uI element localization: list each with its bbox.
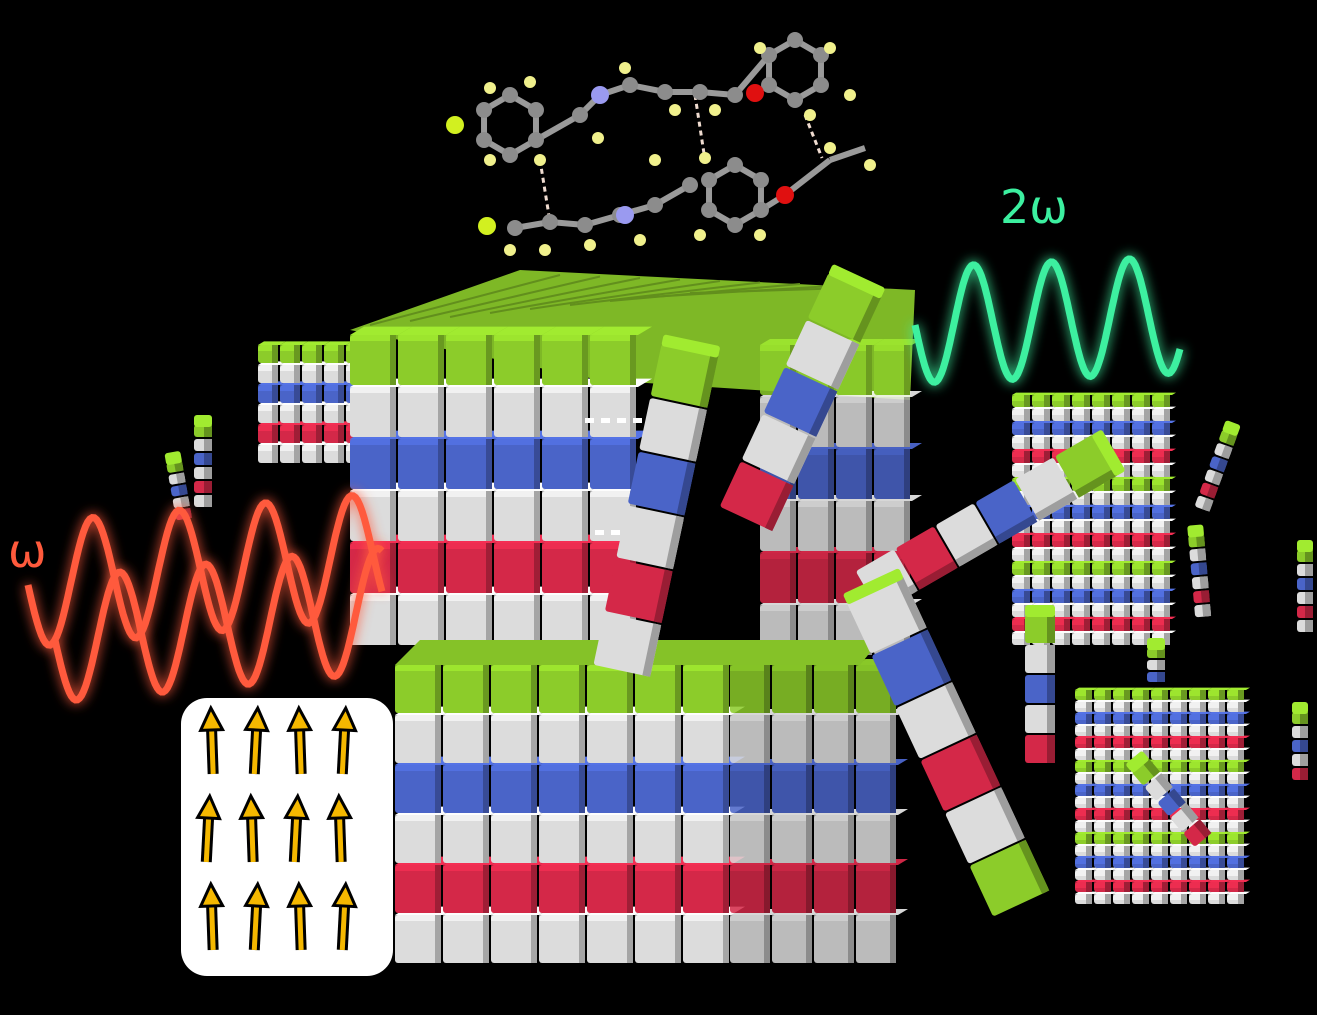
molecular-dimer-structure — [446, 32, 876, 256]
fundamental-wave-secondary — [51, 544, 385, 704]
detached-stacked-columns — [164, 264, 1313, 916]
second-harmonic-wave — [911, 255, 1184, 386]
distant-crystal-fragments — [1012, 392, 1250, 904]
layered-crystal-block — [258, 270, 922, 963]
fundamental-wave — [24, 492, 386, 649]
second-harmonic-label: 2ω — [1000, 180, 1068, 234]
fundamental-frequency-label: ω — [8, 524, 47, 578]
dipole-alignment-panel — [181, 698, 393, 976]
